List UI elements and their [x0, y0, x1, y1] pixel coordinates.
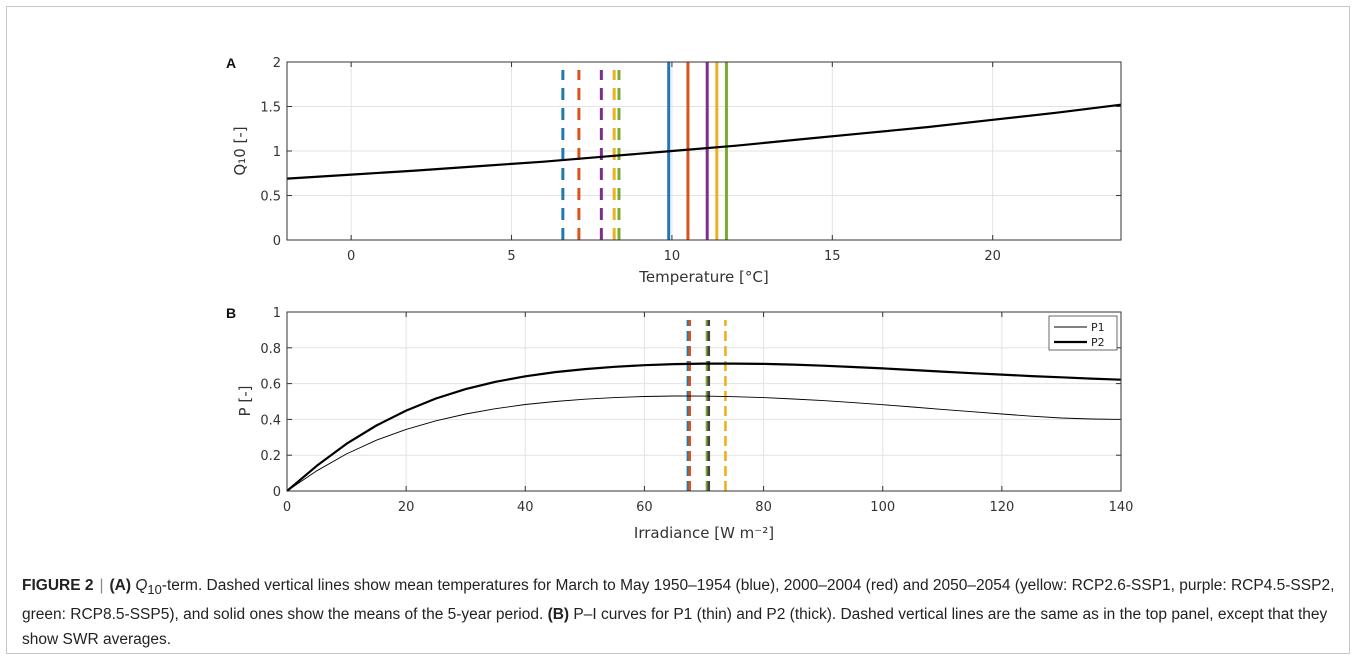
- panel-b-series: [286, 362, 1122, 492]
- x-tick-label: 40: [517, 500, 534, 515]
- x-tick-label: 140: [1109, 500, 1134, 515]
- panel-a-ylabel: Q₁0 [-]: [231, 126, 249, 175]
- panel-b-plot-area: [287, 312, 1121, 491]
- x-tick-label: 0: [283, 500, 291, 515]
- y-tick-label: 0: [273, 234, 281, 249]
- legend-label: P2: [1091, 336, 1105, 349]
- panel-b-ticks: 0 20 40 60 80 100 120 140 0 0.2 0.4 0.6 0.8 1: [260, 306, 1133, 515]
- y-tick-label: 0.8: [260, 342, 281, 357]
- y-tick-label: 1: [273, 145, 281, 160]
- x-tick-label: 100: [870, 500, 895, 515]
- series-line-P1: [286, 395, 1122, 492]
- panel-b-axes-box: [286, 311, 1122, 492]
- caption-figure-label: FIGURE 2: [22, 577, 94, 594]
- y-tick-label: 0: [273, 485, 281, 500]
- y-tick-label: 0.4: [260, 413, 281, 428]
- x-tick-label: 10: [664, 249, 681, 264]
- panel-b-label: B: [226, 305, 236, 321]
- y-tick-label: 2: [273, 56, 281, 71]
- x-tick-label: 15: [824, 249, 841, 264]
- series-line-main: [286, 103, 1122, 180]
- y-tick-label: 0.6: [260, 378, 281, 393]
- figure-caption: FIGURE 2 | (A) Q10-term. Dashed vertical l…: [22, 573, 1340, 652]
- x-tick-label: 60: [636, 500, 653, 515]
- panel-a: A 0 5 10 15 20 0 0.5 1 1.5 2 Temperature [°C] Q₁0…: [226, 55, 1122, 286]
- x-tick-label: 0: [347, 249, 355, 264]
- caption-text-b: P–I curves for P1 (thin) and P2 (thick).…: [22, 606, 1328, 649]
- panel-a-vlines: [561, 62, 728, 240]
- y-tick-label: 0.5: [260, 190, 281, 205]
- panel-b-ylabel: P [-]: [236, 386, 254, 417]
- caption-q10-symbol: Q: [135, 577, 148, 594]
- x-tick-label: 5: [507, 249, 515, 264]
- x-tick-label: 80: [755, 500, 772, 515]
- caption-q10-subscript: 10: [147, 582, 162, 598]
- y-tick-label: 0.2: [260, 449, 281, 464]
- panel-a-ticks: 0 5 10 15 20 0 0.5 1 1.5 2: [260, 56, 1121, 264]
- legend-box: [1048, 315, 1118, 351]
- y-tick-label: 1.5: [260, 101, 281, 116]
- caption-part-a: (A): [109, 577, 132, 594]
- x-tick-label: 20: [984, 249, 1001, 264]
- caption-text-a: -term. Dashed vertical lines show mean t…: [22, 577, 1335, 624]
- series-line-P2: [286, 362, 1122, 492]
- x-tick-label: 20: [398, 500, 415, 515]
- figure-frame: [6, 6, 1350, 654]
- panel-b-vlines: [686, 320, 727, 491]
- figure-svg: A 0 5 10 15 2000.511.52 Temperature [°C] Q₁0…: [226, 55, 1133, 542]
- caption-separator: |: [99, 577, 104, 594]
- legend-label: P1: [1091, 321, 1105, 334]
- caption-part-b: (B): [547, 606, 570, 624]
- panel-a-label: A: [226, 55, 236, 71]
- panel-a-series: [286, 103, 1122, 180]
- panel-a-xlabel: Temperature [°C]: [638, 268, 768, 286]
- y-tick-label: 1: [273, 306, 281, 321]
- panel-b-xlabel: Irradiance [W m⁻²]: [634, 524, 774, 542]
- x-tick-label: 120: [989, 500, 1014, 515]
